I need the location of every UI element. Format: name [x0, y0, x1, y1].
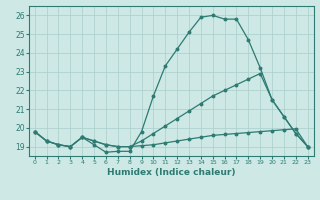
X-axis label: Humidex (Indice chaleur): Humidex (Indice chaleur) [107, 168, 236, 177]
